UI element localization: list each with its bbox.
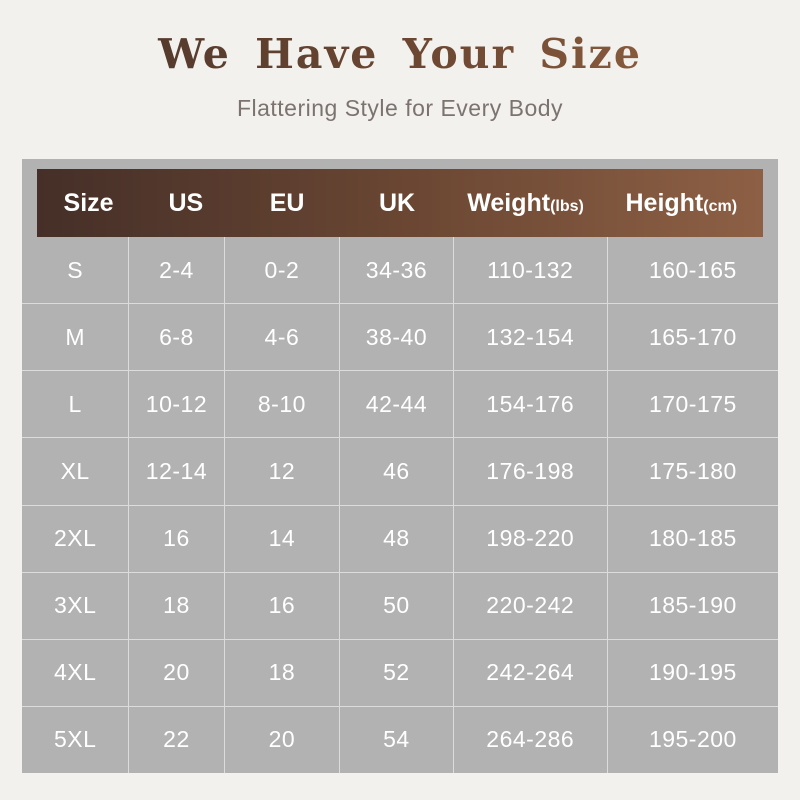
column-header-unit: (lbs) <box>550 197 584 215</box>
column-header-label: UK <box>379 188 416 217</box>
column-header-weight: Weight(lbs) <box>452 189 600 218</box>
table-cell: 110-132 <box>454 237 608 304</box>
table-cell: 264-286 <box>454 706 608 773</box>
table-cell: 0-2 <box>225 237 341 304</box>
table-cell: 16 <box>225 572 341 639</box>
column-header-label: Weight <box>467 188 551 217</box>
table-cell: 12 <box>225 438 341 505</box>
column-header-label: EU <box>269 188 305 217</box>
size-chart-panel: Size US EU UK Weight(lbs) Height(cm) S 2-… <box>22 159 778 773</box>
table-cell: 176-198 <box>454 438 608 505</box>
table-cell: 50 <box>340 572 454 639</box>
table-cell: 132-154 <box>454 304 608 371</box>
table-cell: 34-36 <box>340 237 454 304</box>
table-row: M 6-8 4-6 38-40 132-154 165-170 <box>22 303 778 371</box>
table-cell: 4-6 <box>225 304 341 371</box>
size-label: 4XL <box>22 639 130 706</box>
table-cell: 154-176 <box>454 371 608 438</box>
table-cell: 38-40 <box>340 304 454 371</box>
table-cell: 46 <box>340 438 454 505</box>
table-cell: 18 <box>225 639 341 706</box>
table-row: 2XL 16 14 48 198-220 180-185 <box>22 504 778 572</box>
page-subtitle: Flattering Style for Every Body <box>236 95 564 121</box>
column-header-label: US <box>168 188 204 217</box>
size-label: S <box>22 237 130 304</box>
size-label: XL <box>22 438 130 505</box>
table-cell: 185-190 <box>648 592 737 619</box>
size-label: 3XL <box>22 572 130 639</box>
table-cell: 48 <box>340 505 454 572</box>
size-chart-page: We Have Your Size Flattering Style for E… <box>0 0 800 773</box>
column-header-unit: (cm) <box>703 197 738 215</box>
table-row: 5XL 22 20 54 264-286 195-200 <box>22 705 778 773</box>
table-row: XL 12-14 12 46 176-198 175-180 <box>22 437 778 505</box>
column-header-label: Size <box>63 188 114 217</box>
table-cell: 190-195 <box>648 659 737 686</box>
size-table-body: S 2-4 0-2 34-36 110-132 160-165 M 6-8 4-6 38-40 13… <box>22 237 778 773</box>
table-row: 4XL 20 18 52 242-264 190-195 <box>22 638 778 706</box>
table-cell: 10-12 <box>129 371 225 438</box>
table-cell: 195-200 <box>648 726 737 753</box>
size-label: 5XL <box>22 706 130 773</box>
size-label: L <box>22 371 130 438</box>
table-cell: 20 <box>129 639 225 706</box>
table-cell: 54 <box>340 706 454 773</box>
table-cell: 14 <box>225 505 341 572</box>
column-header-label: Height <box>625 188 704 217</box>
table-cell: 22 <box>129 706 225 773</box>
column-header-us: US <box>140 189 231 218</box>
table-cell: 20 <box>225 706 341 773</box>
table-cell: 12-14 <box>129 438 225 505</box>
size-label: M <box>22 304 130 371</box>
table-cell: 2-4 <box>129 237 225 304</box>
column-header-uk: UK <box>343 189 452 218</box>
table-cell: 220-242 <box>454 572 608 639</box>
table-row: S 2-4 0-2 34-36 110-132 160-165 <box>22 237 778 304</box>
table-row: 3XL 18 16 50 220-242 185-190 <box>22 571 778 639</box>
table-cell: 175-180 <box>648 457 737 484</box>
table-cell: 52 <box>340 639 454 706</box>
size-label: 2XL <box>22 505 130 572</box>
page-title: We Have Your Size <box>0 0 800 78</box>
table-cell: 170-175 <box>648 390 737 417</box>
table-cell: 18 <box>129 572 225 639</box>
table-row: L 10-12 8-10 42-44 154-176 170-175 <box>22 370 778 438</box>
table-cell: 6-8 <box>129 304 225 371</box>
column-header-height: Height(cm) <box>600 189 763 218</box>
column-header-size: Size <box>37 189 140 218</box>
table-cell: 242-264 <box>454 639 608 706</box>
column-header-eu: EU <box>232 189 343 218</box>
table-cell: 8-10 <box>225 371 341 438</box>
table-cell: 165-170 <box>648 323 737 350</box>
table-cell: 198-220 <box>454 505 608 572</box>
table-cell: 160-165 <box>648 256 737 283</box>
table-header-row: Size US EU UK Weight(lbs) Height(cm) <box>37 169 763 237</box>
table-cell: 16 <box>129 505 225 572</box>
table-cell: 42-44 <box>340 371 454 438</box>
table-cell: 180-185 <box>648 525 737 552</box>
